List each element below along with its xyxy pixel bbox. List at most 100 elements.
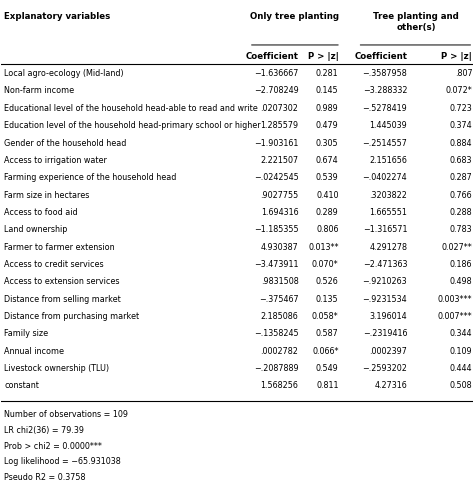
Text: −1.316571: −1.316571 [363,225,407,234]
Text: 0.007***: 0.007*** [438,312,473,321]
Text: −.9231534: −.9231534 [363,295,407,303]
Text: 0.989: 0.989 [316,104,338,113]
Text: Log likelihood = −65.931038: Log likelihood = −65.931038 [4,457,121,467]
Text: 0.287: 0.287 [450,173,473,182]
Text: 0.683: 0.683 [450,156,473,165]
Text: 0.109: 0.109 [450,347,473,356]
Text: −1.636667: −1.636667 [254,69,299,78]
Text: 2.185086: 2.185086 [261,312,299,321]
Text: 0.058*: 0.058* [312,312,338,321]
Text: 0.066*: 0.066* [312,347,338,356]
Text: 1.665551: 1.665551 [369,208,407,217]
Text: 0.508: 0.508 [450,381,473,390]
Text: 0.811: 0.811 [316,381,338,390]
Text: 0.766: 0.766 [450,191,473,200]
Text: Tree planting and
other(s): Tree planting and other(s) [373,12,459,32]
Text: 0.305: 0.305 [316,139,338,147]
Text: Education level of the household head-primary school or higher: Education level of the household head-pr… [4,121,261,130]
Text: 1.285579: 1.285579 [260,121,299,130]
Text: Prob > chi2 = 0.0000***: Prob > chi2 = 0.0000*** [4,442,102,451]
Text: 0.003***: 0.003*** [438,295,473,303]
Text: .0002782: .0002782 [261,347,299,356]
Text: −2.471363: −2.471363 [363,260,407,269]
Text: −.0402274: −.0402274 [363,173,407,182]
Text: 0.289: 0.289 [316,208,338,217]
Text: .3203822: .3203822 [369,191,407,200]
Text: 4.291278: 4.291278 [369,242,407,252]
Text: −.375467: −.375467 [259,295,299,303]
Text: −1.185355: −1.185355 [254,225,299,234]
Text: Pseudo R2 = 0.3758: Pseudo R2 = 0.3758 [4,473,86,480]
Text: 0.410: 0.410 [316,191,338,200]
Text: 0.374: 0.374 [450,121,473,130]
Text: Only tree planting: Only tree planting [250,12,339,21]
Text: Farm size in hectares: Farm size in hectares [4,191,90,200]
Text: 0.526: 0.526 [316,277,338,286]
Text: Access to food aid: Access to food aid [4,208,78,217]
Text: 0.479: 0.479 [316,121,338,130]
Text: 0.145: 0.145 [316,86,338,96]
Text: P > |z|: P > |z| [441,52,473,61]
Text: Distance from purchasing market: Distance from purchasing market [4,312,140,321]
Text: 0.723: 0.723 [450,104,473,113]
Text: Local agro-ecology (Mid-land): Local agro-ecology (Mid-land) [4,69,124,78]
Text: LR chi2(36) = 79.39: LR chi2(36) = 79.39 [4,426,84,434]
Text: Number of observations = 109: Number of observations = 109 [4,409,128,419]
Text: .0002397: .0002397 [369,347,407,356]
Text: −3.288332: −3.288332 [363,86,407,96]
Text: 0.013**: 0.013** [308,242,338,252]
Text: Access to credit services: Access to credit services [4,260,104,269]
Text: 0.070*: 0.070* [312,260,338,269]
Text: 2.221507: 2.221507 [260,156,299,165]
Text: Livestock ownership (TLU): Livestock ownership (TLU) [4,364,109,373]
Text: Family size: Family size [4,329,49,338]
Text: 1.694316: 1.694316 [261,208,299,217]
Text: Land ownership: Land ownership [4,225,68,234]
Text: 0.806: 0.806 [316,225,338,234]
Text: Gender of the household head: Gender of the household head [4,139,127,147]
Text: 0.783: 0.783 [450,225,473,234]
Text: 0.539: 0.539 [316,173,338,182]
Text: Explanatory variables: Explanatory variables [4,12,111,21]
Text: 0.027**: 0.027** [442,242,473,252]
Text: Coefficient: Coefficient [246,52,299,61]
Text: −.2514557: −.2514557 [362,139,407,147]
Text: Non-farm income: Non-farm income [4,86,74,96]
Text: −2.708249: −2.708249 [254,86,299,96]
Text: −.9210263: −.9210263 [363,277,407,286]
Text: −.5278419: −.5278419 [363,104,407,113]
Text: −.2593202: −.2593202 [362,364,407,373]
Text: 0.288: 0.288 [450,208,473,217]
Text: 2.151656: 2.151656 [369,156,407,165]
Text: 4.27316: 4.27316 [374,381,407,390]
Text: −.0242545: −.0242545 [254,173,299,182]
Text: Farming experience of the household head: Farming experience of the household head [4,173,177,182]
Text: 0.498: 0.498 [450,277,473,286]
Text: 0.884: 0.884 [450,139,473,147]
Text: Distance from selling market: Distance from selling market [4,295,121,303]
Text: Farmer to farmer extension: Farmer to farmer extension [4,242,115,252]
Text: 1.568256: 1.568256 [261,381,299,390]
Text: −1.903161: −1.903161 [254,139,299,147]
Text: Annual income: Annual income [4,347,64,356]
Text: 3.196014: 3.196014 [370,312,407,321]
Text: .0207302: .0207302 [261,104,299,113]
Text: Access to irrigation water: Access to irrigation water [4,156,107,165]
Text: −3.473911: −3.473911 [254,260,299,269]
Text: −.3587958: −.3587958 [363,69,407,78]
Text: 0.587: 0.587 [316,329,338,338]
Text: 0.444: 0.444 [450,364,473,373]
Text: Educational level of the household head-able to read and write: Educational level of the household head-… [4,104,258,113]
Text: 0.072*: 0.072* [446,86,473,96]
Text: Coefficient: Coefficient [354,52,407,61]
Text: 0.344: 0.344 [450,329,473,338]
Text: .807: .807 [455,69,473,78]
Text: 0.135: 0.135 [316,295,338,303]
Text: −.2319416: −.2319416 [363,329,407,338]
Text: 0.674: 0.674 [316,156,338,165]
Text: .9831508: .9831508 [261,277,299,286]
Text: constant: constant [4,381,39,390]
Text: 0.549: 0.549 [316,364,338,373]
Text: 4.930387: 4.930387 [261,242,299,252]
Text: .9027755: .9027755 [260,191,299,200]
